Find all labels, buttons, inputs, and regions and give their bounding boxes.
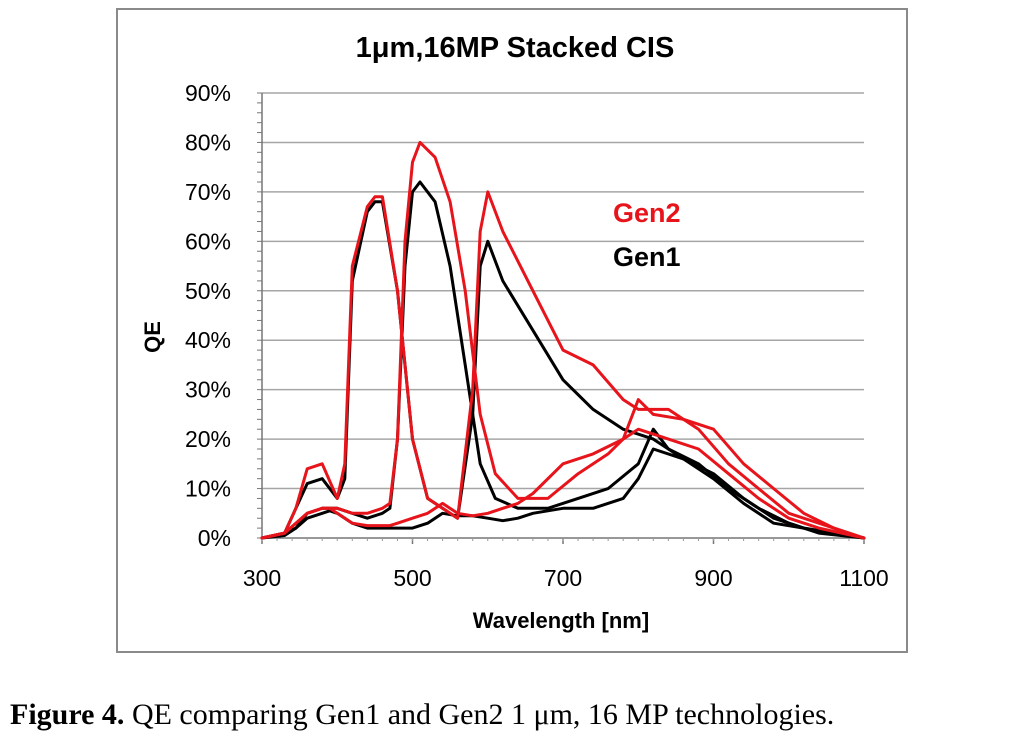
y-tick-label: 30% [185,377,231,403]
legend-gen2: Gen2 [613,198,681,228]
x-tick-label: 700 [544,565,582,591]
x-tick-label: 500 [393,565,431,591]
y-tick-label: 20% [185,426,231,452]
y-tick-label: 80% [185,129,231,155]
y-tick-label: 90% [185,80,231,106]
legend-gen1: Gen1 [613,242,681,272]
axes: 0% 10% 20% 30% 40% 50% 60% 70% 80% 90% 300 500 700 90… [185,80,889,591]
x-axis-label: Wavelength [nm] [473,608,649,633]
y-tick-label: 50% [185,278,231,304]
series-line-gen2-green [260,140,866,540]
y-tick-label: 70% [185,179,231,205]
chart-title: 1μm,16MP Stacked CIS [356,32,675,64]
caption-label: Figure 4. [10,698,125,731]
series-line-gen2-red [260,190,866,540]
chart-frame: 0% 10% 20% 30% 40% 50% 60% 70% 80% 90% 300 500 700 90… [116,8,908,653]
figure-caption: Figure 4. QE comparing Gen1 and Gen2 1 μ… [10,698,1020,732]
y-axis-label: QE [140,321,165,353]
y-tick-label: 60% [185,228,231,254]
series-lines [260,140,866,540]
qe-chart: 0% 10% 20% 30% 40% 50% 60% 70% 80% 90% 300 500 700 90… [140,32,889,633]
x-tick-label: 900 [694,565,732,591]
caption-text: QE comparing Gen1 and Gen2 1 μm, 16 MP t… [124,698,835,731]
y-tick-label: 10% [185,476,231,502]
y-tick-label: 40% [185,327,231,353]
y-tick-label: 0% [198,525,231,551]
x-tick-label: 1100 [839,565,888,591]
x-tick-label: 300 [243,565,281,591]
